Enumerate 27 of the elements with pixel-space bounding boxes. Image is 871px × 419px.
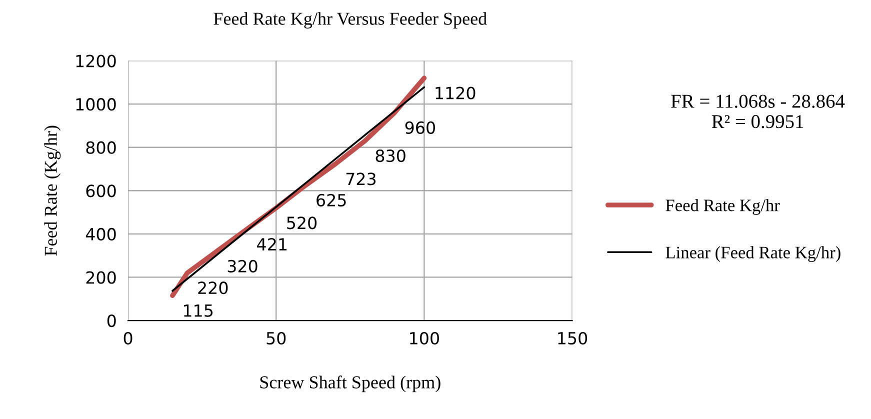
text: FR = 11.068s - 28.864 R² = 0.9951: [671, 94, 845, 128]
data-label: 220: [198, 282, 228, 294]
x-axis-title: Screw Shaft Speed (rpm): [260, 376, 440, 392]
data-label: 1120: [436, 86, 476, 100]
data-label: 625: [316, 194, 346, 206]
y-tick-label: 400: [86, 228, 116, 241]
y-tick-label: 200: [86, 271, 116, 284]
y-tick-label: 1000: [76, 98, 116, 111]
chart-title: Feed Rate Kg/hr Versus Feeder Speed: [214, 12, 487, 29]
x-tick-label: 50: [266, 332, 286, 345]
y-tick-label: 1200: [76, 54, 116, 68]
x-tick-label: 150: [558, 332, 588, 345]
data-label: 421: [257, 238, 286, 250]
y-axis-title: Feed Rate (Kg/hr): [44, 126, 61, 256]
data-label: 830: [376, 149, 406, 162]
y-tick-label: 0: [107, 314, 116, 328]
legend-label: Linear (Feed Rate Kg/hr): [666, 246, 840, 262]
legend-label: Feed Rate Kg/hr: [666, 199, 780, 215]
data-label: 115: [184, 304, 213, 317]
x-tick-label: 0: [124, 332, 132, 345]
y-tick-label: 600: [86, 184, 116, 198]
data-label: 960: [405, 121, 435, 134]
y-tick-label: 800: [86, 141, 116, 154]
data-label: 520: [287, 216, 317, 230]
data-label: 723: [346, 172, 376, 186]
data-label: 320: [228, 260, 258, 272]
x-tick-label: 100: [410, 332, 439, 345]
